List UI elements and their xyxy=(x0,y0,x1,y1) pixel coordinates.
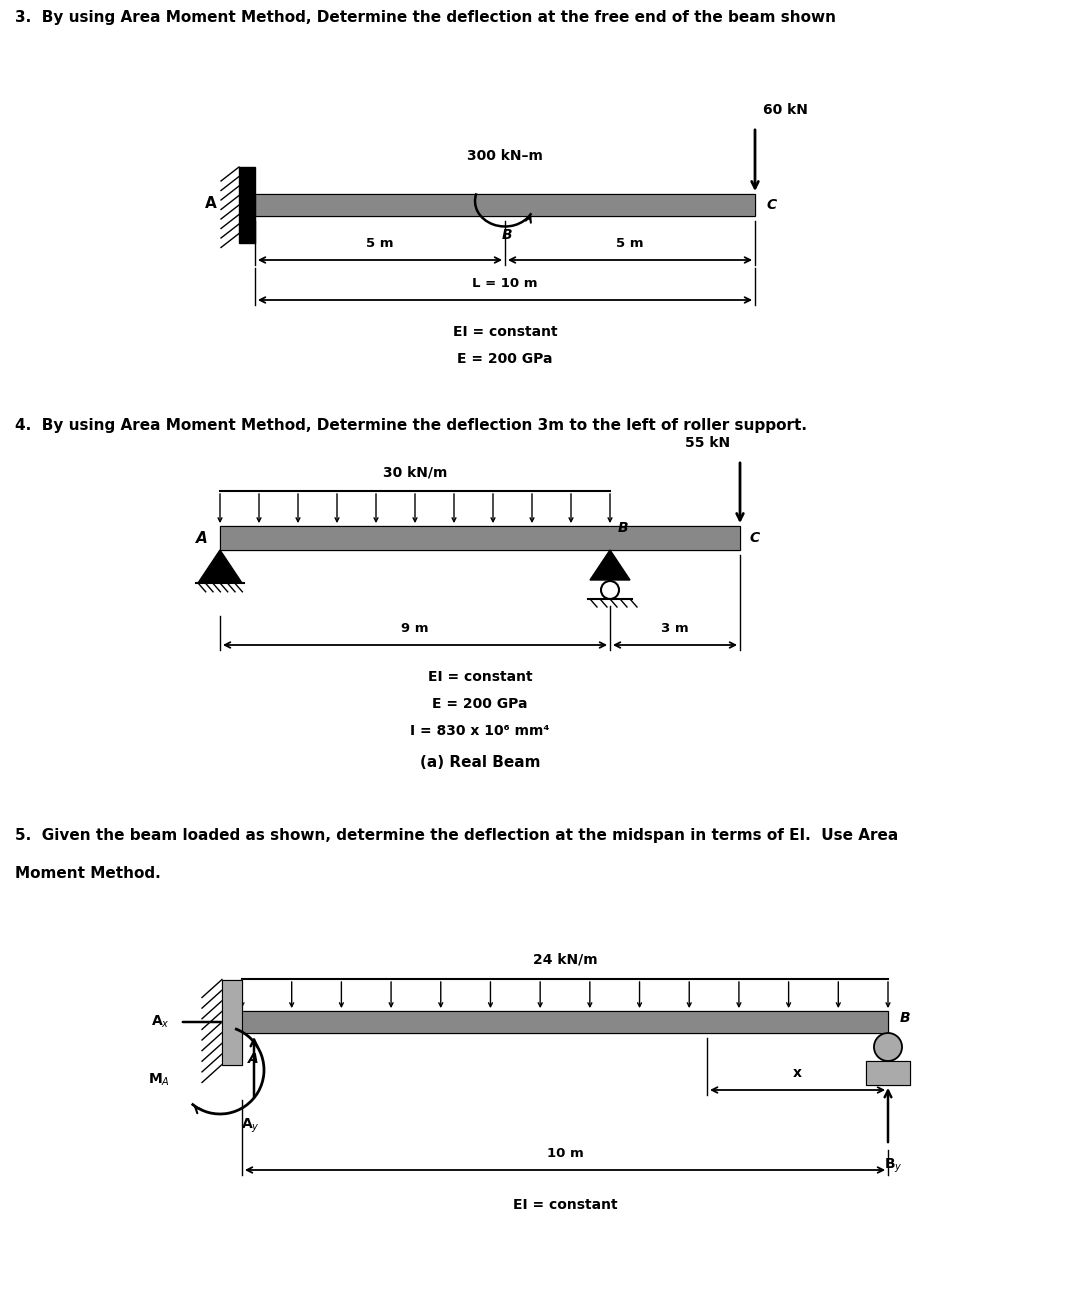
Circle shape xyxy=(874,1033,902,1061)
Text: M$_A$: M$_A$ xyxy=(148,1071,170,1088)
Text: 10 m: 10 m xyxy=(547,1147,583,1160)
Text: EI = constant: EI = constant xyxy=(428,670,533,684)
Text: B: B xyxy=(502,228,512,242)
Text: 9 m: 9 m xyxy=(401,623,429,634)
Text: Moment Method.: Moment Method. xyxy=(15,866,161,882)
Text: (a) Real Beam: (a) Real Beam xyxy=(420,755,540,770)
Text: 55 kN: 55 kN xyxy=(685,436,730,450)
Text: A: A xyxy=(205,195,217,211)
Text: A$_x$: A$_x$ xyxy=(151,1014,170,1031)
Text: 4.  By using Area Moment Method, Determine the deflection 3m to the left of roll: 4. By using Area Moment Method, Determin… xyxy=(15,419,807,433)
Text: C: C xyxy=(766,198,777,212)
Text: 5 m: 5 m xyxy=(616,237,644,250)
Text: A: A xyxy=(248,1052,258,1066)
Text: A$_y$: A$_y$ xyxy=(240,1117,259,1135)
Text: E = 200 GPa: E = 200 GPa xyxy=(458,352,553,366)
Polygon shape xyxy=(198,549,242,583)
Bar xyxy=(222,980,242,1065)
Bar xyxy=(255,194,755,216)
Text: L = 10 m: L = 10 m xyxy=(473,277,538,290)
Text: I = 830 x 10⁶ mm⁴: I = 830 x 10⁶ mm⁴ xyxy=(411,725,550,738)
Text: B: B xyxy=(617,521,628,535)
Bar xyxy=(220,526,740,549)
Bar xyxy=(866,1061,910,1086)
Bar xyxy=(242,1011,888,1033)
Bar xyxy=(866,1061,910,1086)
Text: 3 m: 3 m xyxy=(661,623,689,634)
Text: EI = constant: EI = constant xyxy=(452,324,557,339)
Text: x: x xyxy=(793,1066,802,1080)
Text: B: B xyxy=(900,1011,910,1025)
Text: B$_y$: B$_y$ xyxy=(883,1158,903,1176)
Text: C: C xyxy=(750,531,760,545)
Text: 300 kN–m: 300 kN–m xyxy=(467,149,542,164)
Text: 5.  Given the beam loaded as shown, determine the deflection at the midspan in t: 5. Given the beam loaded as shown, deter… xyxy=(15,828,898,842)
Text: 60 kN: 60 kN xyxy=(763,103,808,116)
Bar xyxy=(255,194,755,216)
Text: 24 kN/m: 24 kN/m xyxy=(533,952,597,967)
Text: 30 kN/m: 30 kN/m xyxy=(383,466,447,479)
Polygon shape xyxy=(590,549,630,579)
Bar xyxy=(222,980,242,1065)
Text: EI = constant: EI = constant xyxy=(512,1198,617,1213)
Text: E = 200 GPa: E = 200 GPa xyxy=(432,697,527,712)
Text: A: A xyxy=(196,531,208,545)
Bar xyxy=(220,526,740,549)
Bar xyxy=(242,1011,888,1033)
Text: 3.  By using Area Moment Method, Determine the deflection at the free end of the: 3. By using Area Moment Method, Determin… xyxy=(15,10,836,25)
Bar xyxy=(239,167,255,243)
Text: 5 m: 5 m xyxy=(367,237,393,250)
